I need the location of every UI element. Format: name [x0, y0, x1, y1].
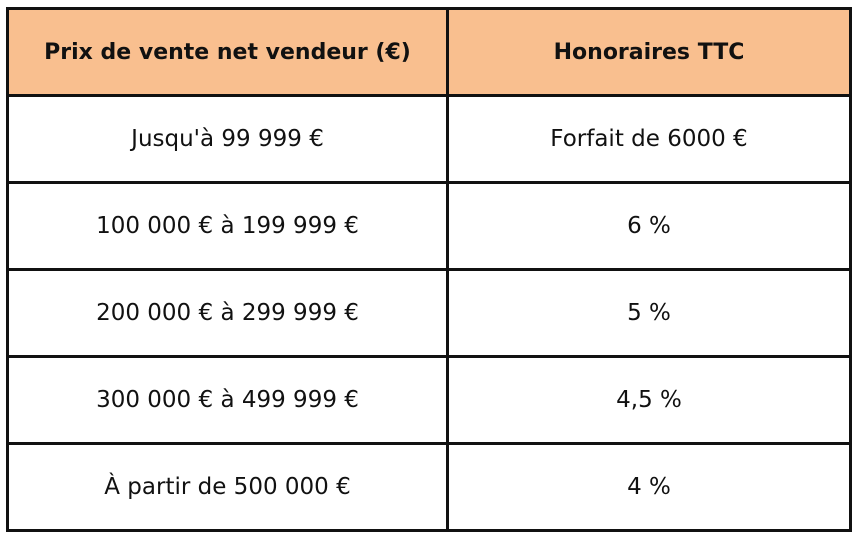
fee-cell: 6 %	[446, 181, 852, 271]
table-row: 100 000 € à 199 999 € 6 %	[6, 181, 852, 271]
table-header: Prix de vente net vendeur (€) Honoraires…	[6, 7, 852, 97]
table-row: À partir de 500 000 € 4 %	[6, 442, 852, 532]
price-range-cell: À partir de 500 000 €	[6, 442, 449, 532]
price-range-cell: 100 000 € à 199 999 €	[6, 181, 449, 271]
fee-cell: 4 %	[446, 442, 852, 532]
header-fee: Honoraires TTC	[446, 7, 852, 97]
header-price: Prix de vente net vendeur (€)	[6, 7, 449, 97]
price-range-cell: Jusqu'à 99 999 €	[6, 94, 449, 184]
price-range-cell: 300 000 € à 499 999 €	[6, 355, 449, 445]
fee-schedule-table: Prix de vente net vendeur (€) Honoraires…	[6, 7, 852, 532]
table-body: Jusqu'à 99 999 € Forfait de 6000 € 100 0…	[6, 94, 852, 532]
fee-cell: 4,5 %	[446, 355, 852, 445]
fee-cell: 5 %	[446, 268, 852, 358]
table-row: 300 000 € à 499 999 € 4,5 %	[6, 355, 852, 445]
fee-cell: Forfait de 6000 €	[446, 94, 852, 184]
table-row: 200 000 € à 299 999 € 5 %	[6, 268, 852, 358]
price-range-cell: 200 000 € à 299 999 €	[6, 268, 449, 358]
header-row: Prix de vente net vendeur (€) Honoraires…	[6, 7, 852, 97]
table-row: Jusqu'à 99 999 € Forfait de 6000 €	[6, 94, 852, 184]
